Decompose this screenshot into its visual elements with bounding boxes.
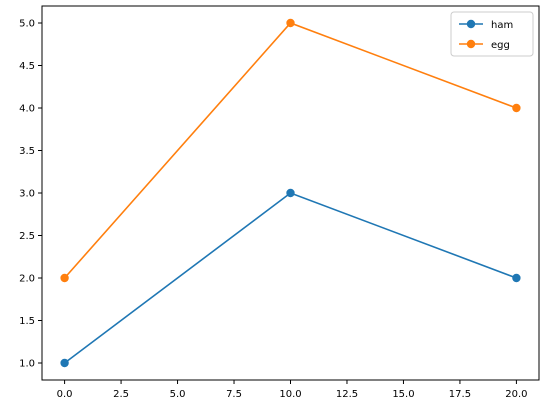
data-point-ham (60, 358, 69, 368)
y-tick-label: 2.5 (19, 231, 35, 242)
x-tick-label: 2.5 (113, 389, 129, 400)
data-point-egg (60, 273, 69, 283)
y-tick-label: 5.0 (19, 19, 35, 30)
legend-marker-ham (466, 19, 476, 29)
x-tick-label: 7.5 (226, 389, 242, 400)
y-tick-label: 1.0 (19, 359, 35, 370)
x-tick-label: 20.0 (505, 389, 527, 400)
y-tick-label: 4.0 (19, 104, 35, 115)
x-tick-label: 10.0 (279, 389, 301, 400)
y-tick-label: 2.0 (19, 274, 35, 285)
x-tick-label: 15.0 (392, 389, 414, 400)
x-axis: 0.0 2.5 5.0 7.5 10.0 12.5 15.0 17.5 20.0 (57, 380, 528, 400)
data-point-ham (286, 188, 295, 198)
y-tick-label: 3.0 (19, 189, 35, 200)
x-tick-label: 5.0 (170, 389, 186, 400)
data-point-egg (512, 103, 521, 113)
legend: ham egg (450, 11, 534, 57)
legend-label-ham: ham (491, 20, 513, 31)
x-tick-label: 0.0 (57, 389, 73, 400)
series-line-egg (63, 22, 517, 279)
y-tick-label: 1.5 (19, 316, 35, 327)
y-tick-label: 3.5 (19, 146, 35, 157)
data-point-egg (286, 18, 295, 28)
legend-marker-egg (466, 39, 476, 49)
y-tick-label: 4.5 (19, 61, 35, 72)
series-layer (60, 18, 521, 368)
data-point-ham (512, 273, 521, 283)
x-tick-label: 12.5 (336, 389, 358, 400)
series-line-ham (64, 192, 517, 364)
x-tick-label: 17.5 (449, 389, 471, 400)
legend-label-egg: egg (491, 40, 510, 51)
y-axis: 1.0 1.5 2.0 2.5 3.0 3.5 4.0 4.5 5.0 (19, 19, 42, 370)
